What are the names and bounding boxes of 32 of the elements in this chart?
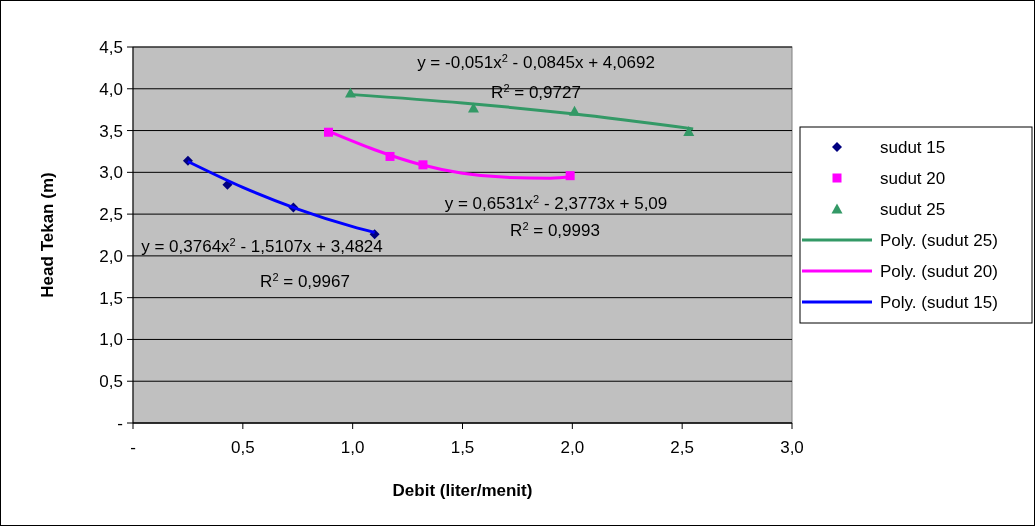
annotation: R$^{2}$ = 0,9993 [510, 220, 600, 240]
y-tick-label: 2,0 [99, 246, 123, 266]
legend-label: sudut 25 [880, 200, 946, 219]
x-tick-label: 2,5 [670, 438, 694, 457]
annotation: y = 0,3764x$^{2}$ - 1,5107x + 3,4824 [141, 236, 383, 256]
y-tick-label: 1,5 [99, 288, 123, 308]
x-tick-label: - [130, 438, 136, 457]
y-tick-label: - [117, 414, 123, 433]
x-tick-label: 2,0 [560, 438, 585, 457]
annotation: R$^{2}$ = 0,9967 [260, 271, 350, 291]
y-axis-title: Head Tekan (m) [38, 172, 57, 298]
x-tick-label: 1,5 [450, 438, 475, 457]
legend-label: sudut 20 [880, 169, 946, 188]
x-axis-title: Debit (liter/menit) [392, 481, 533, 500]
y-tick-label: 4,5 [99, 38, 123, 57]
legend-label: Poly. (sudut 20) [880, 262, 998, 281]
y-tick-label: 0,5 [99, 372, 123, 392]
x-tick-label: 3,0 [780, 438, 804, 457]
legend-label: Poly. (sudut 25) [880, 231, 998, 250]
y-tick-label: 3,5 [99, 121, 123, 141]
annotation: y = 0,6531x$^{2}$ - 2,3773x + 5,09 [444, 193, 668, 213]
annotation: y = -0,051x$^{2}$ - 0,0845x + 4,0692 [417, 52, 655, 72]
y-tick-label: 2,5 [99, 205, 123, 225]
x-tick-label: 1,0 [340, 438, 365, 457]
y-tick-label: 4,0 [99, 79, 123, 99]
y-tick-label: 1,0 [99, 330, 123, 350]
legend-label: sudut 15 [880, 138, 946, 157]
legend-label: Poly. (sudut 15) [880, 293, 998, 312]
y-tick-label: 3,0 [99, 163, 123, 183]
x-tick-label: 0,5 [231, 438, 255, 457]
point [324, 127, 333, 137]
annotation: R$^{2}$ = 0,9727 [491, 82, 581, 102]
